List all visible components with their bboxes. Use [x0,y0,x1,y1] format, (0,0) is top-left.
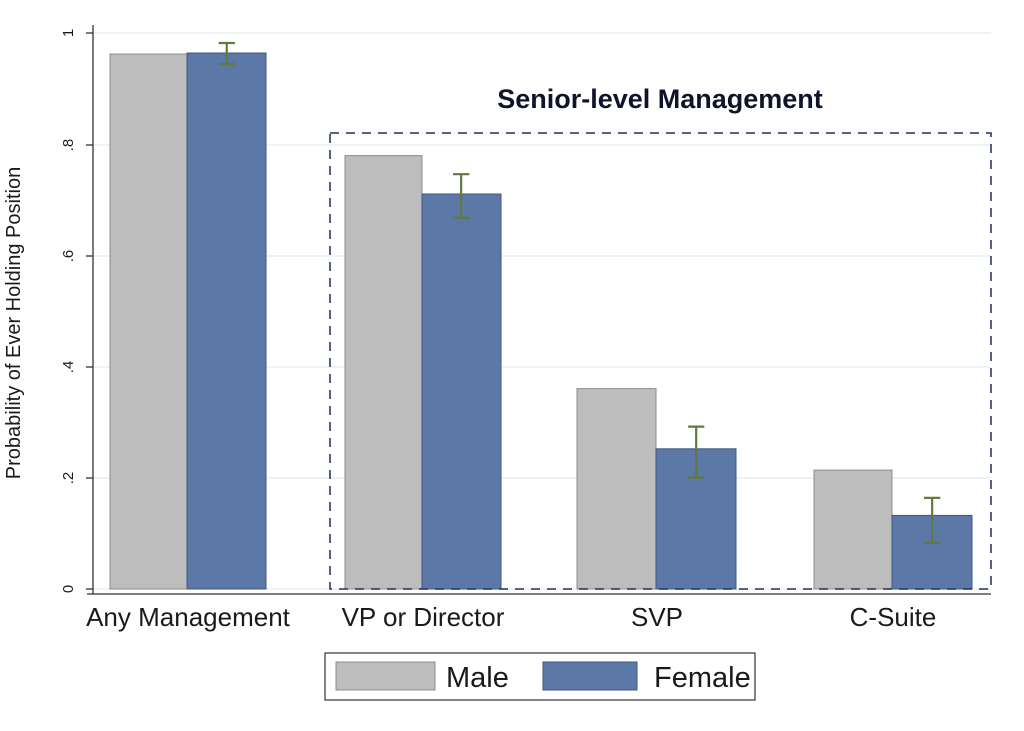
svg-text:.4: .4 [60,361,77,374]
svg-text:.8: .8 [60,139,77,152]
svg-text:.2: .2 [60,472,77,485]
svg-text:VP or Director: VP or Director [342,602,505,632]
svg-text:Male: Male [446,662,509,694]
svg-text:C-Suite: C-Suite [850,602,937,632]
svg-text:Female: Female [654,662,751,694]
svg-text:Senior-level Management: Senior-level Management [497,84,823,114]
svg-text:Any Management: Any Management [86,602,291,632]
svg-text:1: 1 [60,29,77,37]
svg-text:0: 0 [60,585,77,593]
svg-text:.6: .6 [60,250,77,263]
svg-text:SVP: SVP [631,602,683,632]
svg-text:Probability of Ever Holding Po: Probability of Ever Holding Position [3,167,25,479]
